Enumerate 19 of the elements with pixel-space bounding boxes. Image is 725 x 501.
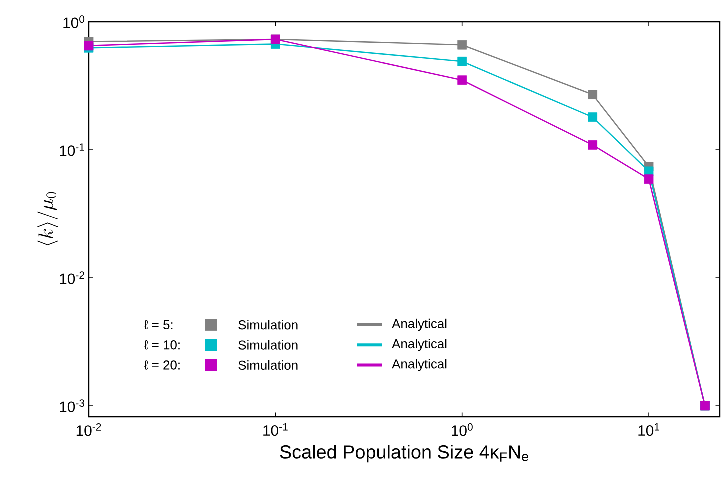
annotation: ℓ = 10:	[144, 340, 180, 350]
y-tick-label: 10$^{-1}$	[60, 144, 84, 156]
y-axis-title: $\langle k\rangle/\mu_0$	[38, 192, 58, 246]
legend-label: Analytical	[392, 359, 447, 372]
annotation: ℓ = 20:	[144, 360, 180, 370]
y-tick-label: 10$^{-2}$	[60, 272, 84, 284]
x-axis-title: Scaled Population Size 4κ$_{F}$N$_{e}$	[280, 445, 528, 463]
legend-label: Simulation	[238, 320, 298, 330]
x-tick-label: 10$^{-2}$	[76, 424, 102, 436]
x-tick-label: 10$^{1}$	[638, 424, 660, 436]
y-tick-label: 10$^{0}$	[64, 16, 85, 28]
legend-label: Simulation	[238, 340, 298, 350]
annotation: ℓ = 5:	[144, 320, 173, 330]
x-tick-label: 10$^{-1}$	[264, 424, 288, 436]
legend-label: Analytical	[392, 318, 447, 332]
x-tick-label: 10$^{0}$	[452, 424, 473, 436]
legend-label: Analytical	[392, 339, 447, 352]
y-tick-label: 10$^{-3}$	[60, 400, 85, 412]
legend-label: Simulation	[238, 360, 298, 370]
